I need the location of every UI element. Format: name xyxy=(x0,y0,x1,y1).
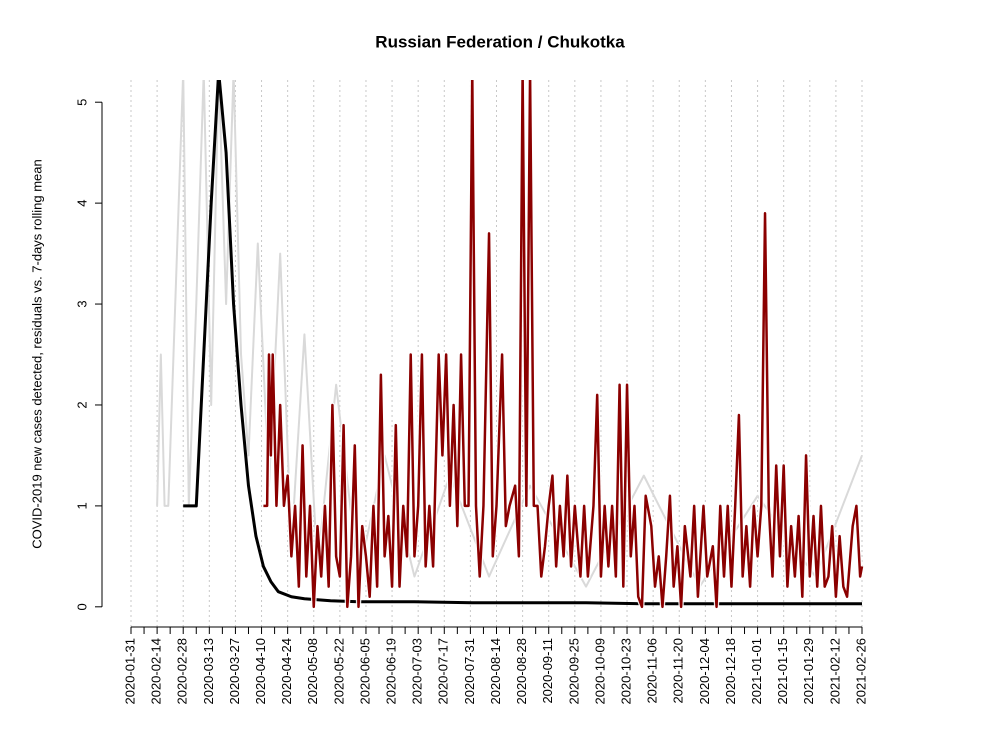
x-tick-label: 2020-02-14 xyxy=(149,638,164,705)
x-tick-label: 2020-02-28 xyxy=(175,638,190,705)
x-tick-label: 2020-03-13 xyxy=(201,638,216,705)
x-tick-label: 2020-06-05 xyxy=(357,638,372,705)
plot-area xyxy=(156,80,865,610)
x-tick-label: 2020-08-28 xyxy=(514,638,529,705)
x-tick-label: 2020-10-23 xyxy=(618,638,633,705)
x-tick-label: 2020-04-10 xyxy=(253,638,268,705)
y-axis-label: COVID-2019 new cases detected, residuals… xyxy=(29,159,44,548)
line xyxy=(183,80,862,606)
y-tick-label: 2 xyxy=(74,401,89,408)
x-tick-label: 2020-07-03 xyxy=(410,638,425,705)
axes: 0 1 2 3 4 5 2020-01-31 2020-02-14 2020-02-28 2020… xyxy=(74,99,868,705)
x-tick-label: 2021-01-29 xyxy=(801,638,816,705)
x-tick-label: 2020-08-14 xyxy=(488,638,503,705)
x-tick-label: 2020-10-09 xyxy=(592,638,607,705)
line xyxy=(263,80,864,609)
x-tick-label: 2020-11-06 xyxy=(645,638,660,704)
x-tick-label: 2021-01-15 xyxy=(775,638,790,705)
x-tick-label: 2020-09-25 xyxy=(566,638,581,705)
x-tick-label: 2021-02-26 xyxy=(853,638,868,705)
x-tick-label: 2020-09-11 xyxy=(540,638,555,704)
x-tick-label: 2020-05-22 xyxy=(331,638,346,705)
x-tick-label: 2020-05-08 xyxy=(305,638,320,705)
x-tick-label: 2020-04-24 xyxy=(279,638,294,705)
y-tick-label: 5 xyxy=(74,99,89,106)
x-tick-label: 2020-07-17 xyxy=(436,638,451,705)
x-tick-label: 2020-01-31 xyxy=(122,638,137,705)
y-tick-label: 0 xyxy=(74,603,89,610)
x-tick-label: 2021-02-12 xyxy=(827,638,842,705)
x-tick-label: 2020-06-19 xyxy=(384,638,399,705)
x-tick-label: 2020-11-20 xyxy=(671,638,686,704)
x-tick-label: 2020-07-31 xyxy=(462,638,477,705)
y-tick-label: 4 xyxy=(74,200,89,207)
chart-title: Russian Federation / Chukotka xyxy=(375,32,625,51)
y-tick-label: 3 xyxy=(74,300,89,307)
x-tick-label: 2020-12-04 xyxy=(697,638,712,705)
x-tick-label: 2020-12-18 xyxy=(723,638,738,705)
x-tick-label: 2020-03-27 xyxy=(227,638,242,705)
y-tick-label: 1 xyxy=(74,502,89,509)
x-tick-label: 2021-01-01 xyxy=(749,638,764,705)
line xyxy=(156,80,863,588)
